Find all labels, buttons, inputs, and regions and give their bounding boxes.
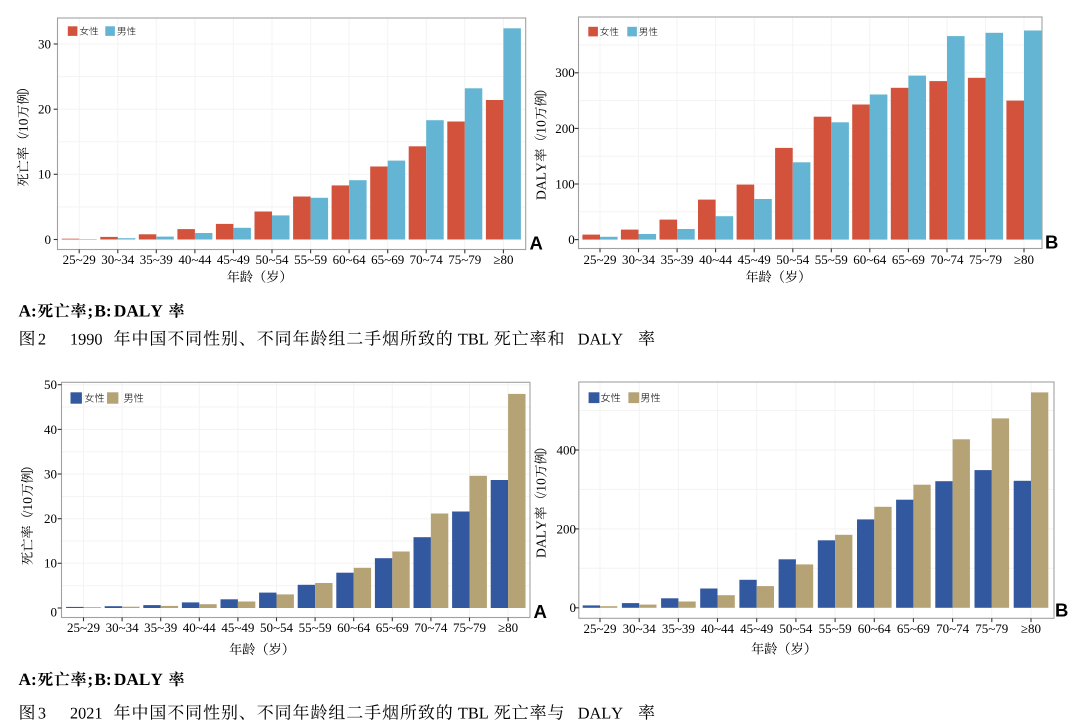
svg-text:60~64: 60~64 — [333, 252, 367, 267]
svg-text:40~44: 40~44 — [699, 252, 733, 267]
svg-text:400: 400 — [557, 442, 577, 457]
svg-text:25~29: 25~29 — [63, 252, 96, 267]
svg-text:≥80: ≥80 — [493, 252, 513, 267]
svg-text:30~34: 30~34 — [101, 252, 135, 267]
svg-text:40: 40 — [44, 422, 57, 437]
svg-text:40~44: 40~44 — [178, 252, 212, 267]
svg-text:25~29: 25~29 — [583, 621, 616, 636]
svg-text:65~69: 65~69 — [376, 620, 409, 635]
svg-text:300: 300 — [555, 65, 575, 80]
svg-text:75~79: 75~79 — [969, 252, 1002, 267]
svg-text:65~69: 65~69 — [897, 621, 930, 636]
svg-text:30~34: 30~34 — [106, 620, 140, 635]
svg-text:75~79: 75~79 — [975, 621, 1008, 636]
svg-text:40~44: 40~44 — [701, 621, 735, 636]
svg-text:50: 50 — [44, 377, 57, 392]
svg-text:200: 200 — [555, 121, 575, 136]
svg-text:75~79: 75~79 — [448, 252, 481, 267]
svg-text:A: A — [530, 232, 543, 253]
svg-text:≥80: ≥80 — [498, 620, 518, 635]
svg-text:35~39: 35~39 — [662, 621, 695, 636]
svg-text:45~49: 45~49 — [217, 252, 250, 267]
svg-text:25~29: 25~29 — [67, 620, 100, 635]
svg-text:50~54: 50~54 — [255, 252, 289, 267]
svg-text:≥80: ≥80 — [1021, 621, 1041, 636]
svg-text:30: 30 — [38, 36, 51, 51]
svg-text:75~79: 75~79 — [453, 620, 486, 635]
svg-text:A: A — [534, 601, 547, 622]
svg-text:70~74: 70~74 — [930, 252, 964, 267]
svg-text:0: 0 — [568, 232, 575, 247]
svg-text:50~54: 50~54 — [779, 621, 813, 636]
svg-text:40~44: 40~44 — [183, 620, 217, 635]
svg-text:70~74: 70~74 — [410, 252, 444, 267]
svg-text:35~39: 35~39 — [661, 252, 694, 267]
svg-text:35~39: 35~39 — [140, 252, 173, 267]
svg-text:≥80: ≥80 — [1014, 252, 1034, 267]
svg-text:70~74: 70~74 — [936, 621, 970, 636]
svg-text:25~29: 25~29 — [583, 252, 616, 267]
svg-text:B: B — [1045, 231, 1058, 252]
svg-text:100: 100 — [555, 176, 575, 191]
svg-text:50~54: 50~54 — [776, 252, 810, 267]
svg-text:60~64: 60~64 — [337, 620, 371, 635]
svg-text:55~59: 55~59 — [299, 620, 332, 635]
svg-text:200: 200 — [557, 521, 577, 536]
svg-text:10: 10 — [38, 167, 51, 182]
svg-text:50~54: 50~54 — [260, 620, 294, 635]
svg-text:10: 10 — [44, 556, 57, 571]
svg-text:30: 30 — [44, 466, 57, 481]
svg-text:35~39: 35~39 — [144, 620, 177, 635]
svg-text:55~59: 55~59 — [294, 252, 327, 267]
svg-text:55~59: 55~59 — [819, 621, 852, 636]
svg-text:55~59: 55~59 — [815, 252, 848, 267]
svg-text:45~49: 45~49 — [740, 621, 773, 636]
svg-text:0: 0 — [570, 600, 577, 615]
svg-text:70~74: 70~74 — [414, 620, 448, 635]
svg-text:0: 0 — [45, 232, 52, 247]
svg-text:30~34: 30~34 — [622, 252, 656, 267]
svg-text:30~34: 30~34 — [623, 621, 657, 636]
svg-text:60~64: 60~64 — [853, 252, 887, 267]
svg-text:20: 20 — [38, 102, 51, 117]
svg-text:20: 20 — [44, 511, 57, 526]
svg-text:45~49: 45~49 — [738, 252, 771, 267]
svg-text:45~49: 45~49 — [221, 620, 254, 635]
svg-text:0: 0 — [51, 605, 58, 620]
svg-text:65~69: 65~69 — [371, 252, 404, 267]
svg-text:60~64: 60~64 — [858, 621, 892, 636]
svg-text:65~69: 65~69 — [892, 252, 925, 267]
svg-text:B: B — [1055, 599, 1068, 620]
